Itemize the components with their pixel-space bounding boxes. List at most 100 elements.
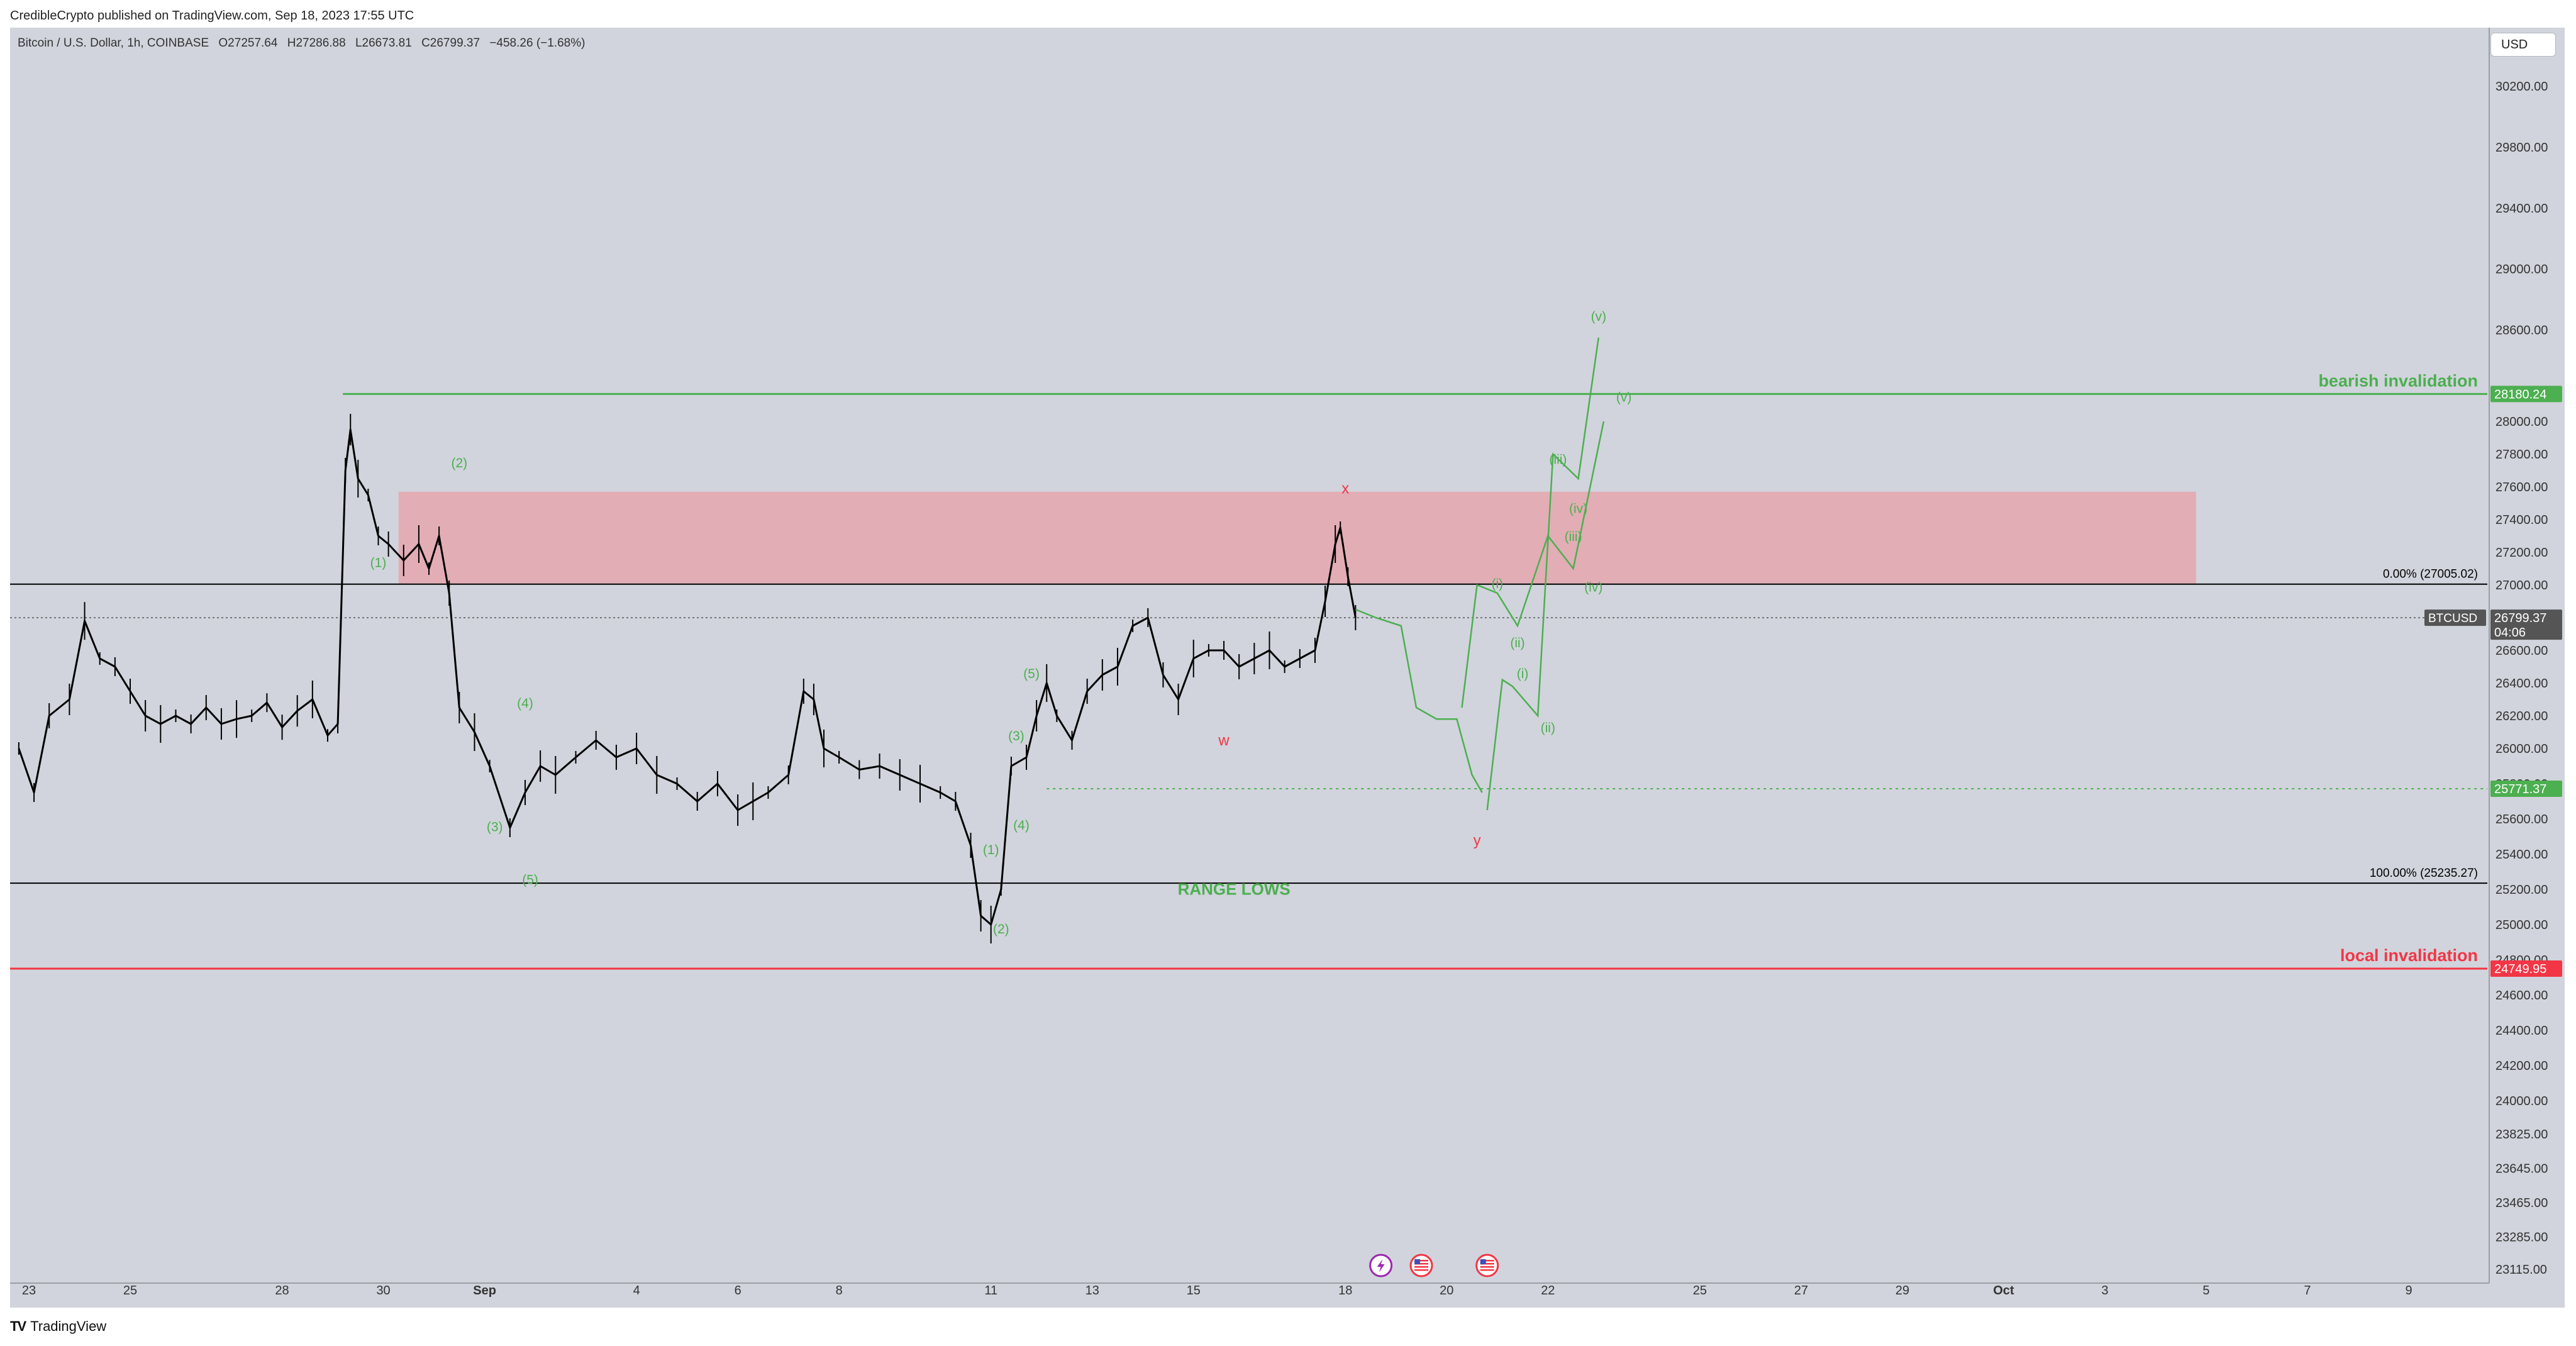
time-tick-label: 11	[984, 1284, 997, 1298]
time-tick-label: 5	[2202, 1284, 2209, 1298]
price-tag-time: 04:06	[2494, 626, 2526, 640]
price-tick-label: 25400.00	[2496, 848, 2548, 862]
time-tick-label: 18	[1338, 1284, 1352, 1298]
level-label-local-invalidation: local invalidation	[2340, 946, 2478, 965]
level-label-fib-0: 0.00% (27005.02)	[2383, 568, 2478, 581]
wave-label: (v)	[1616, 391, 1632, 405]
price-tick-label: 23465.00	[2496, 1196, 2548, 1210]
wave-label: (3)	[1008, 729, 1024, 743]
wave-label: (3)	[487, 820, 503, 835]
time-tick-label: 30	[376, 1284, 390, 1298]
wave-label: (v)	[1591, 309, 1607, 324]
time-tick-label: 28	[275, 1284, 289, 1298]
price-tag-local-invalidation: 24749.95	[2490, 960, 2562, 977]
supply-zone	[398, 491, 2196, 584]
price-tick-label: 26400.00	[2496, 677, 2548, 691]
symbol-tag-bg	[2424, 609, 2486, 626]
time-tick-label: 8	[836, 1284, 843, 1298]
price-tick-label: 26200.00	[2496, 709, 2548, 723]
symbol-name: Bitcoin / U.S. Dollar, 1h, COINBASE	[18, 36, 209, 50]
symbol-info: Bitcoin / U.S. Dollar, 1h, COINBASE O272…	[18, 36, 591, 50]
time-tick-label: 3	[2101, 1284, 2108, 1298]
price-tick-label: 25600.00	[2496, 813, 2548, 826]
price-tick-label: 29400.00	[2496, 202, 2548, 216]
flag-canton	[1480, 1259, 1486, 1264]
price-tag-text: 28180.24	[2494, 387, 2546, 401]
ohlc-change: −458.26 (−1.68%)	[489, 36, 586, 50]
price-tick-label: 24000.00	[2496, 1094, 2548, 1108]
wave-label: x	[1341, 480, 1349, 497]
price-tag-bg	[2490, 781, 2562, 798]
flag-stripe	[1414, 1263, 1429, 1265]
wave-label: (iii)	[1565, 530, 1582, 544]
wave-label: (1)	[370, 555, 387, 570]
time-tick-label: 13	[1085, 1284, 1099, 1298]
time-tick-label: 9	[2405, 1284, 2412, 1298]
price-tick-label: 30200.00	[2496, 80, 2548, 94]
ohlc-open: O27257.64	[218, 36, 278, 50]
flag-canton	[1414, 1259, 1421, 1264]
time-tick-label: 25	[123, 1284, 137, 1298]
ohlc-close: C26799.37	[421, 36, 480, 50]
us-flag-icon[interactable]	[1409, 1254, 1433, 1277]
time-tick-label: 4	[633, 1284, 640, 1298]
flag-stripe	[1480, 1269, 1494, 1271]
time-tick-label: 20	[1440, 1284, 1453, 1298]
flag-stripe	[1480, 1263, 1494, 1265]
us-flag-icon-ring	[1475, 1254, 1499, 1277]
price-tick-label: 25000.00	[2496, 918, 2548, 932]
price-tick-label: 23115.00	[2496, 1263, 2547, 1277]
wave-label: (iv)	[1569, 502, 1587, 516]
wave-label: (4)	[1013, 818, 1030, 833]
wave-label: (ii)	[1541, 721, 1555, 735]
wave-label: (2)	[993, 922, 1009, 937]
price-tick-label: 24400.00	[2496, 1024, 2548, 1038]
wave-label: (i)	[1517, 667, 1529, 681]
price-tick-label: 24600.00	[2496, 989, 2548, 1003]
time-tick-label: 15	[1187, 1284, 1201, 1298]
publish-header: CredibleCrypto published on TradingView.…	[10, 9, 414, 23]
us-flag-icon-ring	[1409, 1254, 1433, 1277]
lightning-icon[interactable]	[1369, 1254, 1393, 1277]
time-tick-label: 29	[1896, 1284, 1909, 1298]
price-tag-bg	[2490, 386, 2562, 403]
footer-brand[interactable]: TV TradingView	[10, 1318, 106, 1335]
time-tick-label: Sep	[473, 1284, 496, 1298]
flag-stripe	[1480, 1260, 1494, 1262]
symbol-tag-text: BTCUSD	[2428, 612, 2477, 625]
level-label-fib-100: 100.00% (25235.27)	[2370, 867, 2478, 880]
ohlc-high: H27286.88	[287, 36, 346, 50]
flag-stripe	[1414, 1260, 1429, 1262]
time-tick-label: 23	[22, 1284, 36, 1298]
price-tick-label: 28600.00	[2496, 324, 2548, 338]
lightning-glyph	[1377, 1259, 1385, 1272]
flag-stripe	[1414, 1266, 1429, 1268]
wave-label: (4)	[517, 696, 533, 711]
price-tick-label: 26600.00	[2496, 644, 2548, 658]
price-tag-bg	[2490, 960, 2562, 977]
wave-label: (5)	[522, 873, 538, 887]
us-flag-icon[interactable]	[1475, 1254, 1499, 1277]
wave-label: RANGE LOWS	[1178, 879, 1291, 898]
ohlc-low: L26673.81	[355, 36, 412, 50]
price-tag-bearish-invalidation: 28180.24	[2490, 386, 2562, 403]
price-tag-bg	[2490, 609, 2562, 640]
price-tick-label: 27000.00	[2496, 579, 2548, 592]
wave-label: (ii)	[1510, 636, 1524, 650]
price-tick-label: 27600.00	[2496, 481, 2548, 494]
price-tick-label: 28000.00	[2496, 415, 2548, 429]
price-tick-label: 29800.00	[2496, 141, 2548, 155]
price-tick-label: 27400.00	[2496, 513, 2548, 527]
chart-area[interactable]	[10, 28, 2565, 1308]
price-tick-label: 27200.00	[2496, 546, 2548, 560]
price-tag-text: 25771.37	[2494, 782, 2546, 796]
wave-label: w	[1218, 732, 1230, 749]
currency-button[interactable]: USD	[2490, 33, 2556, 57]
brand-name: TradingView	[30, 1318, 107, 1334]
time-tick-label: 27	[1794, 1284, 1808, 1298]
wave-label: (iii)	[1549, 453, 1567, 467]
time-tick-label: 22	[1541, 1284, 1555, 1298]
flag-stripe	[1414, 1269, 1429, 1271]
